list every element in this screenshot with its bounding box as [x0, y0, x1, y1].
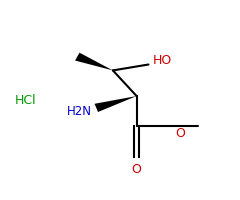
- Text: O: O: [132, 163, 142, 176]
- Text: HO: HO: [153, 54, 173, 67]
- Polygon shape: [75, 53, 113, 70]
- Text: H2N: H2N: [66, 105, 91, 118]
- Text: HCl: HCl: [14, 94, 36, 106]
- Text: O: O: [176, 127, 186, 140]
- Polygon shape: [95, 96, 137, 112]
